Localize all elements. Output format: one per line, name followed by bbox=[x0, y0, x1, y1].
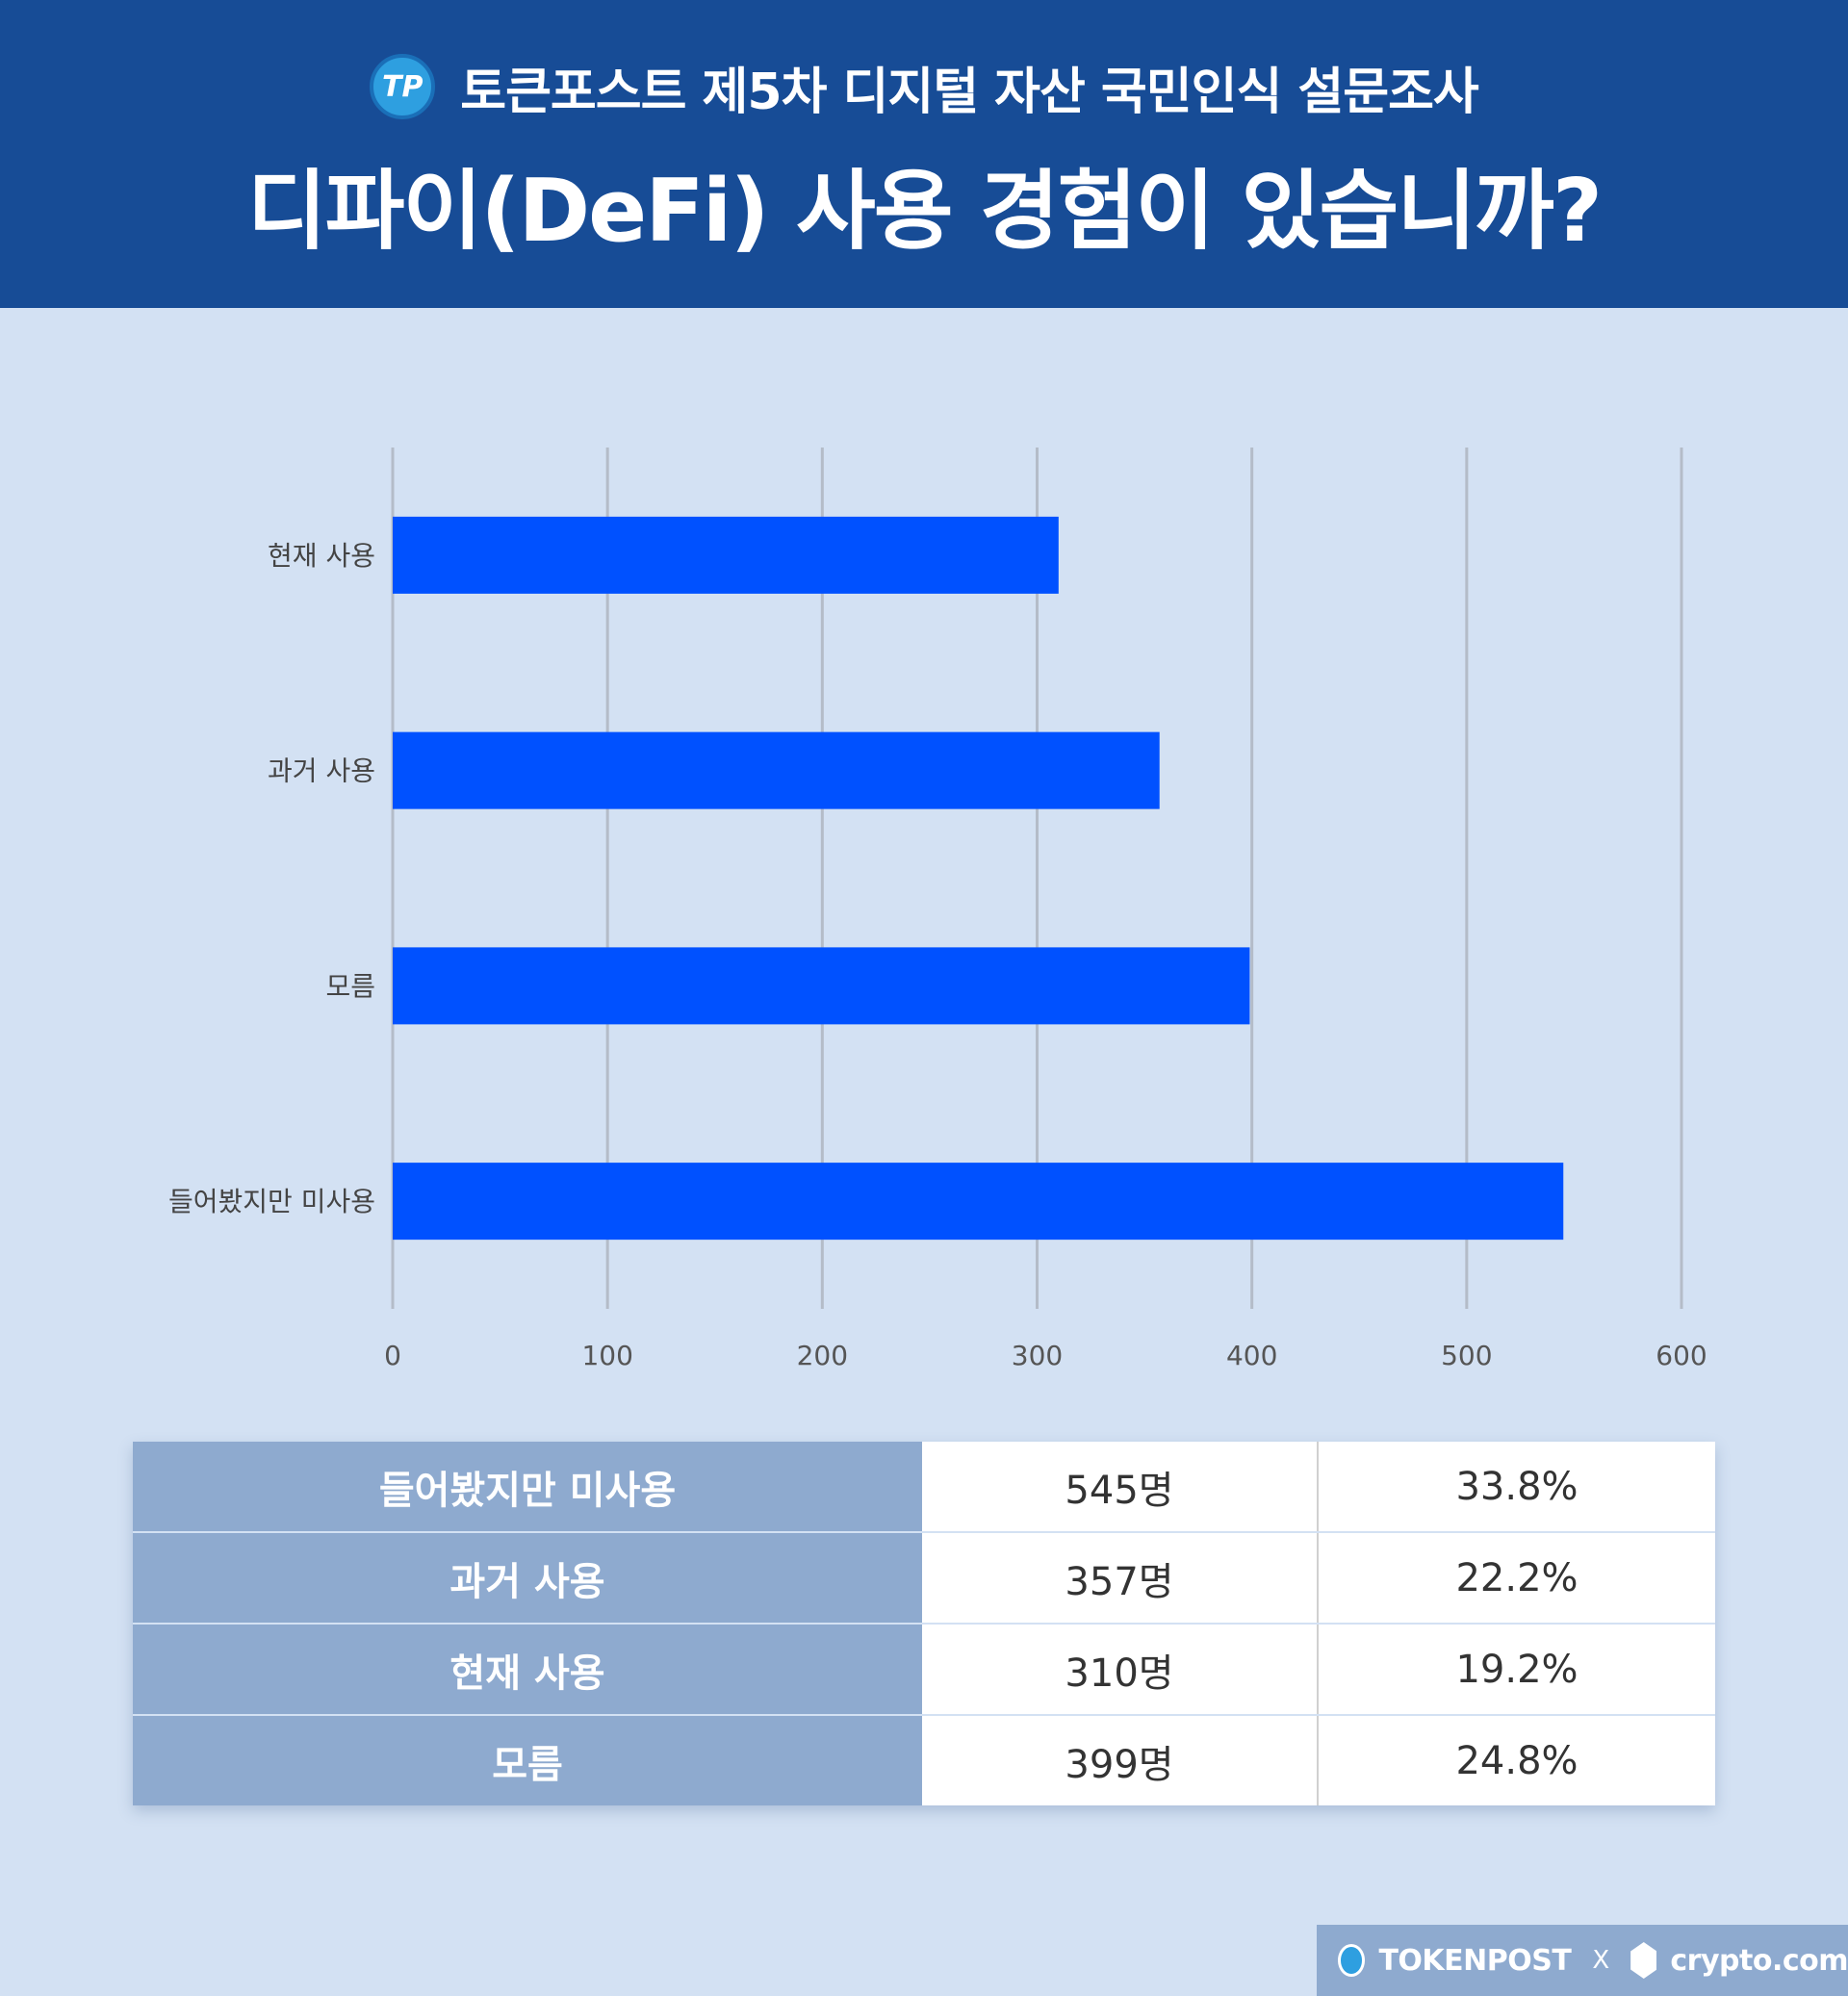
table-row: 들어봤지만 미사용 545명 33.8% bbox=[133, 1442, 1715, 1533]
category-label: 현재 사용 bbox=[268, 540, 375, 572]
bar bbox=[393, 1163, 1564, 1241]
results-table: 들어봤지만 미사용 545명 33.8% 과거 사용 357명 22.2% 현재… bbox=[133, 1442, 1715, 1805]
footer-separator: X bbox=[1592, 1946, 1610, 1975]
row-label: 과거 사용 bbox=[133, 1533, 922, 1623]
row-label: 들어봤지만 미사용 bbox=[133, 1442, 922, 1531]
brand-row: TP 토큰포스트 제5차 디지털 자산 국민인식 설문조사 bbox=[0, 48, 1848, 125]
row-count: 310명 bbox=[922, 1625, 1319, 1714]
row-count: 545명 bbox=[922, 1442, 1319, 1531]
bar bbox=[393, 947, 1250, 1025]
crypto-com-logo-icon bbox=[1630, 1942, 1657, 1979]
x-tick-label: 400 bbox=[1226, 1340, 1277, 1371]
bar bbox=[393, 731, 1160, 809]
table-row: 현재 사용 310명 19.2% bbox=[133, 1625, 1715, 1716]
category-label: 모름 bbox=[325, 970, 375, 1002]
row-percent: 22.2% bbox=[1319, 1533, 1715, 1623]
row-count: 357명 bbox=[922, 1533, 1319, 1623]
category-label: 과거 사용 bbox=[268, 755, 375, 787]
row-count: 399명 bbox=[922, 1716, 1319, 1805]
x-tick-label: 300 bbox=[1012, 1340, 1063, 1371]
survey-brand-title: 토큰포스트 제5차 디지털 자산 국민인식 설문조사 bbox=[460, 63, 1479, 121]
tokenpost-logo-icon: TP bbox=[370, 54, 436, 119]
footer-brand-cryptocom: crypto.com bbox=[1670, 1943, 1848, 1978]
header-banner: TP 토큰포스트 제5차 디지털 자산 국민인식 설문조사 디파이(DeFi) … bbox=[0, 0, 1848, 308]
tokenpost-small-logo-icon bbox=[1338, 1944, 1366, 1977]
x-tick-label: 100 bbox=[581, 1340, 632, 1371]
footer-brand-bar: TOKENPOST X crypto.com bbox=[1317, 1925, 1848, 1996]
footer-brand-tokenpost: TOKENPOST bbox=[1378, 1943, 1572, 1978]
x-tick-label: 600 bbox=[1656, 1340, 1707, 1371]
row-percent: 33.8% bbox=[1319, 1442, 1715, 1531]
row-percent: 24.8% bbox=[1319, 1716, 1715, 1805]
x-tick-label: 200 bbox=[797, 1340, 848, 1371]
x-tick-label: 0 bbox=[384, 1340, 401, 1371]
x-tick-label: 500 bbox=[1441, 1340, 1492, 1371]
page-title: 디파이(DeFi) 사용 경험이 있습니까? bbox=[246, 161, 1603, 262]
row-percent: 19.2% bbox=[1319, 1625, 1715, 1714]
row-label: 모름 bbox=[133, 1716, 922, 1805]
row-label: 현재 사용 bbox=[133, 1625, 922, 1714]
bar bbox=[393, 516, 1059, 594]
table-row: 과거 사용 357명 22.2% bbox=[133, 1533, 1715, 1625]
table-row: 모름 399명 24.8% bbox=[133, 1716, 1715, 1805]
category-label: 들어봤지만 미사용 bbox=[168, 1186, 375, 1217]
